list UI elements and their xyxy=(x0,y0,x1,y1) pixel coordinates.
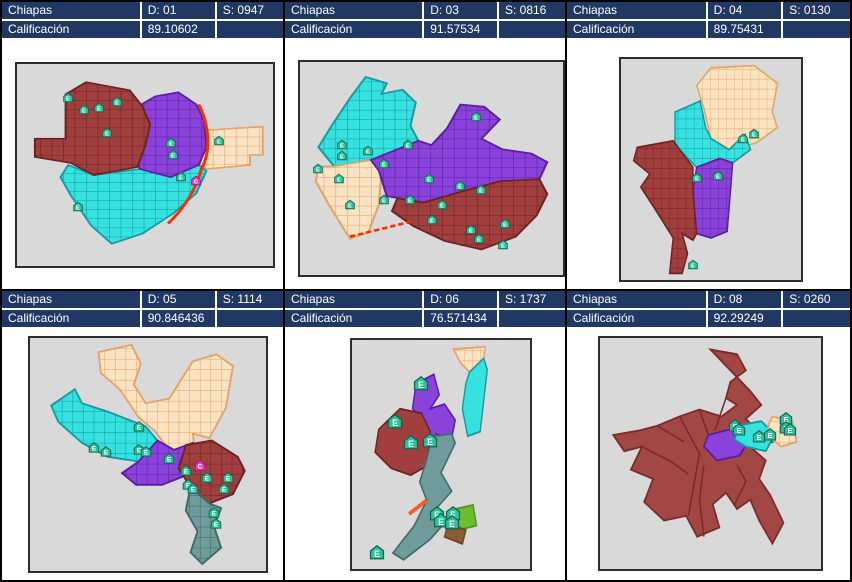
panel-header: Chiapas D: 06 S: 1737 Calificación 76.57… xyxy=(285,291,565,327)
score-empty-cell xyxy=(783,21,850,38)
score-empty-cell xyxy=(216,310,283,327)
state-label: Chiapas xyxy=(2,291,140,308)
map-canvas xyxy=(314,75,549,251)
district-label: D: 01 xyxy=(141,2,215,19)
region-purple-district xyxy=(692,157,734,239)
region-cyan-district xyxy=(461,356,489,438)
score-label: Calificación xyxy=(2,21,140,38)
map-canvas xyxy=(632,64,779,275)
region-red-district xyxy=(632,139,698,275)
region-slate-district xyxy=(184,485,223,566)
map-canvas xyxy=(374,345,489,561)
state-label: Chiapas xyxy=(285,291,423,308)
score-label: Calificación xyxy=(2,310,140,327)
state-label: Chiapas xyxy=(285,2,423,19)
score-value: 92.29249 xyxy=(707,310,782,327)
boundary-line xyxy=(678,416,701,517)
panel-header: Chiapas D: 03 S: 0816 Calificación 91.57… xyxy=(285,2,565,38)
panel-header: Chiapas D: 05 S: 1114 Calificación 90.84… xyxy=(2,291,283,327)
section-label: S: 1114 xyxy=(216,291,283,308)
district-panel: Chiapas D: 01 S: 0947 Calificación 89.10… xyxy=(2,2,285,291)
score-label: Calificación xyxy=(285,310,423,327)
section-label: S: 0260 xyxy=(783,291,850,308)
score-value: 89.75431 xyxy=(707,21,782,38)
boundary-line xyxy=(698,464,705,537)
score-label: Calificación xyxy=(285,21,423,38)
map-canvas xyxy=(33,81,264,245)
boundary-line xyxy=(166,103,210,225)
state-label: Chiapas xyxy=(2,2,140,19)
boundary-line xyxy=(657,425,685,443)
score-value: 89.10602 xyxy=(141,21,215,38)
boundary-line xyxy=(408,498,428,516)
score-empty-cell xyxy=(498,21,565,38)
score-label: Calificación xyxy=(567,310,706,327)
panel-header: Chiapas D: 01 S: 0947 Calificación 89.10… xyxy=(2,2,283,38)
region-slate-district xyxy=(391,432,457,561)
score-empty-cell xyxy=(783,310,850,327)
section-label: S: 0130 xyxy=(783,2,850,19)
district-label: D: 06 xyxy=(424,291,497,308)
score-value: 90.846436 xyxy=(141,310,215,327)
state-label: Chiapas xyxy=(567,2,706,19)
score-label: Calificación xyxy=(567,21,706,38)
boundary-line xyxy=(641,445,689,475)
region-wheat-district xyxy=(97,343,234,456)
map-canvas xyxy=(611,348,798,546)
score-value: 91.57534 xyxy=(424,21,497,38)
panel-header: Chiapas D: 04 S: 0130 Calificación 89.75… xyxy=(567,2,850,38)
score-empty-cell xyxy=(216,21,283,38)
district-label: D: 05 xyxy=(141,291,215,308)
district-panel: Chiapas D: 05 S: 1114 Calificación 90.84… xyxy=(2,291,285,580)
panel-header: Chiapas D: 08 S: 0260 Calificación 92.29… xyxy=(567,291,850,327)
district-label: D: 04 xyxy=(707,2,782,19)
state-label: Chiapas xyxy=(567,291,706,308)
region-red-district xyxy=(33,81,152,176)
region-red-district xyxy=(390,178,549,251)
section-label: S: 0816 xyxy=(498,2,565,19)
region-wheat-district xyxy=(695,64,779,151)
section-label: S: 1737 xyxy=(498,291,565,308)
boundary-line xyxy=(734,464,747,505)
district-label: D: 08 xyxy=(707,291,782,308)
boundary-line xyxy=(714,397,727,431)
map-canvas xyxy=(50,343,246,566)
district-panel: Chiapas D: 04 S: 0130 Calificación 89.75… xyxy=(567,2,850,291)
district-label: D: 03 xyxy=(424,2,497,19)
region-wheat-district xyxy=(314,159,383,240)
region-red-district xyxy=(374,407,432,477)
score-empty-cell xyxy=(498,310,565,327)
district-panel: Chiapas D: 03 S: 0816 Calificación 91.57… xyxy=(285,2,567,291)
score-value: 76.571434 xyxy=(424,310,497,327)
section-label: S: 0947 xyxy=(216,2,283,19)
district-panel: Chiapas D: 06 S: 1737 Calificación 76.57… xyxy=(285,291,567,580)
district-panel: Chiapas D: 08 S: 0260 Calificación 92.29… xyxy=(567,291,850,580)
boundary-line xyxy=(698,409,710,436)
boundary-line xyxy=(349,220,411,238)
